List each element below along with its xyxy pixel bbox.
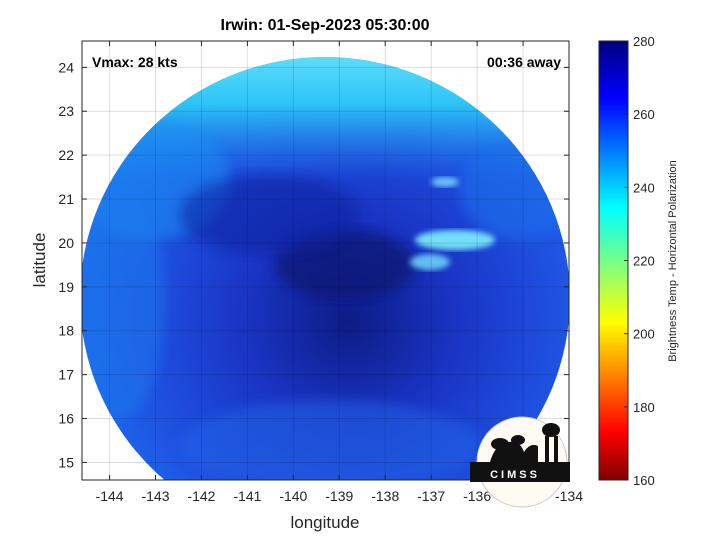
y-ticks: 15 16 17 18 19 20 21 22 23 24 — [58, 59, 569, 470]
x-tick-label: -134 — [555, 488, 583, 504]
y-tick-label: 20 — [58, 235, 74, 251]
colorbar-tick-label: 160 — [633, 473, 655, 488]
colorbar-tick-label: 240 — [633, 180, 655, 195]
logo-text: CIMSS — [490, 469, 540, 481]
cimss-logo: CIMSS — [470, 416, 570, 508]
y-tick-label: 15 — [58, 454, 74, 470]
x-tick-label: -140 — [279, 488, 307, 504]
y-tick-label: 19 — [58, 279, 74, 295]
logo-water-tower — [542, 423, 560, 437]
logo-dish-small — [511, 435, 525, 445]
y-tick-label: 16 — [58, 411, 74, 427]
colorbar — [598, 40, 629, 481]
axes-box — [81, 40, 570, 481]
colorbar-ticks: 160 180 200 220 240 260 280 — [624, 34, 655, 488]
figure-title: Irwin: 01-Sep-2023 05:30:00 — [221, 17, 430, 34]
y-tick-label: 23 — [58, 103, 74, 119]
colorbar-tick-label: 260 — [633, 107, 655, 122]
y-tick-label: 21 — [58, 191, 74, 207]
x-tick-label: -141 — [233, 488, 261, 504]
y-tick-label: 18 — [58, 323, 74, 339]
swath-south-band — [180, 400, 480, 480]
colorbar-tick-label: 280 — [633, 34, 655, 49]
swath-west-edge — [82, 180, 165, 420]
y-tick-label: 17 — [58, 367, 74, 383]
colorbar-tick-label: 220 — [633, 254, 655, 269]
grid-lines — [82, 41, 570, 480]
x-ticks: -144-143-142-141-140-139-138-137-136-135… — [96, 41, 583, 504]
x-tick-label: -137 — [417, 488, 445, 504]
y-tick-label: 22 — [58, 147, 74, 163]
y-tick-label: 24 — [58, 59, 74, 75]
x-tick-label: -139 — [325, 488, 353, 504]
x-tick-label: -143 — [141, 488, 169, 504]
x-tick-label: -136 — [463, 488, 491, 504]
colorbar-label: Brightness Temp - Horizontal Polarizatio… — [667, 160, 679, 362]
microwave-swath — [82, 57, 569, 480]
time-away-annotation: 00:36 away — [487, 54, 561, 70]
x-tick-label: -144 — [96, 488, 124, 504]
logo-band — [470, 462, 570, 482]
warm-patch-3 — [431, 177, 459, 187]
y-axis-label: latitude — [30, 233, 49, 288]
logo-tower-leg — [545, 436, 549, 462]
x-tick-label: -142 — [187, 488, 215, 504]
colorbar-tick-label: 200 — [633, 327, 655, 342]
swath-cold-arc — [180, 175, 360, 255]
colorbar-tick-label: 180 — [633, 400, 655, 415]
warm-patch-2 — [410, 254, 450, 270]
vmax-annotation: Vmax: 28 kts — [92, 54, 178, 70]
logo-dish — [491, 438, 509, 450]
warm-patch-1 — [415, 230, 495, 250]
logo-tower-leg — [554, 436, 558, 462]
x-tick-label: -138 — [371, 488, 399, 504]
x-axis-label: longitude — [290, 513, 359, 532]
